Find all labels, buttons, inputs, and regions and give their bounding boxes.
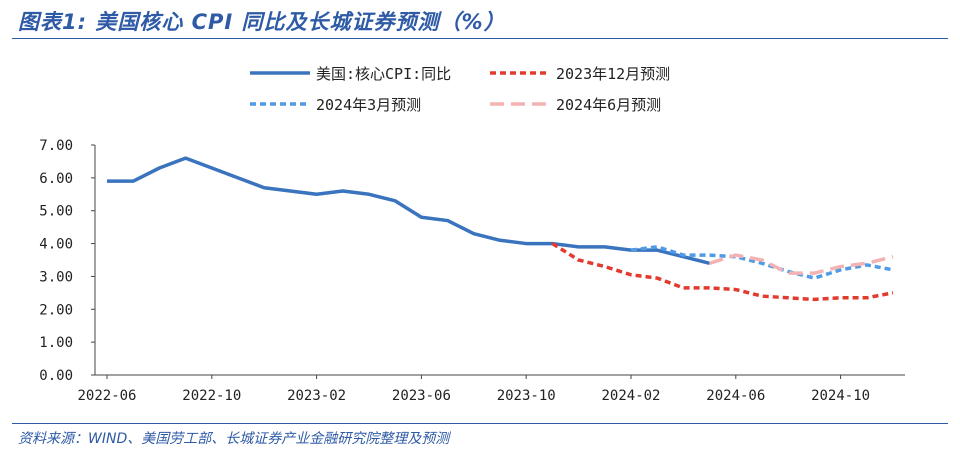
legend-label-2: 2023年12月预测 [556,65,670,83]
x-tick-label: 2024-06 [706,388,765,404]
y-tick-label: 7.00 [39,138,73,154]
x-tick-label: 2024-10 [811,388,870,404]
x-tick-label: 2023-06 [392,388,451,404]
footer-rule [12,423,948,424]
legend-label-1: 美国:核心CPI:同比 [316,65,451,83]
x-tick-label: 2023-10 [497,388,556,404]
x-tick-label: 2022-10 [182,388,241,404]
legend-label-4: 2024年6月预测 [556,96,661,114]
series-line-1 [107,156,711,265]
y-tick-label: 0.00 [39,368,73,384]
y-tick-label: 1.00 [39,335,73,351]
series-line-4 [709,253,894,275]
title-rule [12,38,948,39]
y-tick-label: 2.00 [39,302,73,318]
y-tick-label: 3.00 [39,269,73,285]
y-tick-label: 6.00 [39,171,73,187]
x-tick-label: 2024-02 [601,388,660,404]
legend-label-3: 2024年3月预测 [316,96,421,114]
y-tick-label: 5.00 [39,204,73,220]
chart-title: 图表1: 美国核心 CPI 同比及长城证券预测（%） [18,10,506,34]
y-tick-label: 4.00 [39,237,73,253]
series-line-2 [551,242,894,302]
source-note: 资料来源：WIND、美国劳工部、长城证券产业金融研究院整理及预测 [18,431,450,447]
x-tick-label: 2023-02 [287,388,346,404]
series-line-3 [630,245,894,280]
x-tick-label: 2022-06 [77,388,136,404]
